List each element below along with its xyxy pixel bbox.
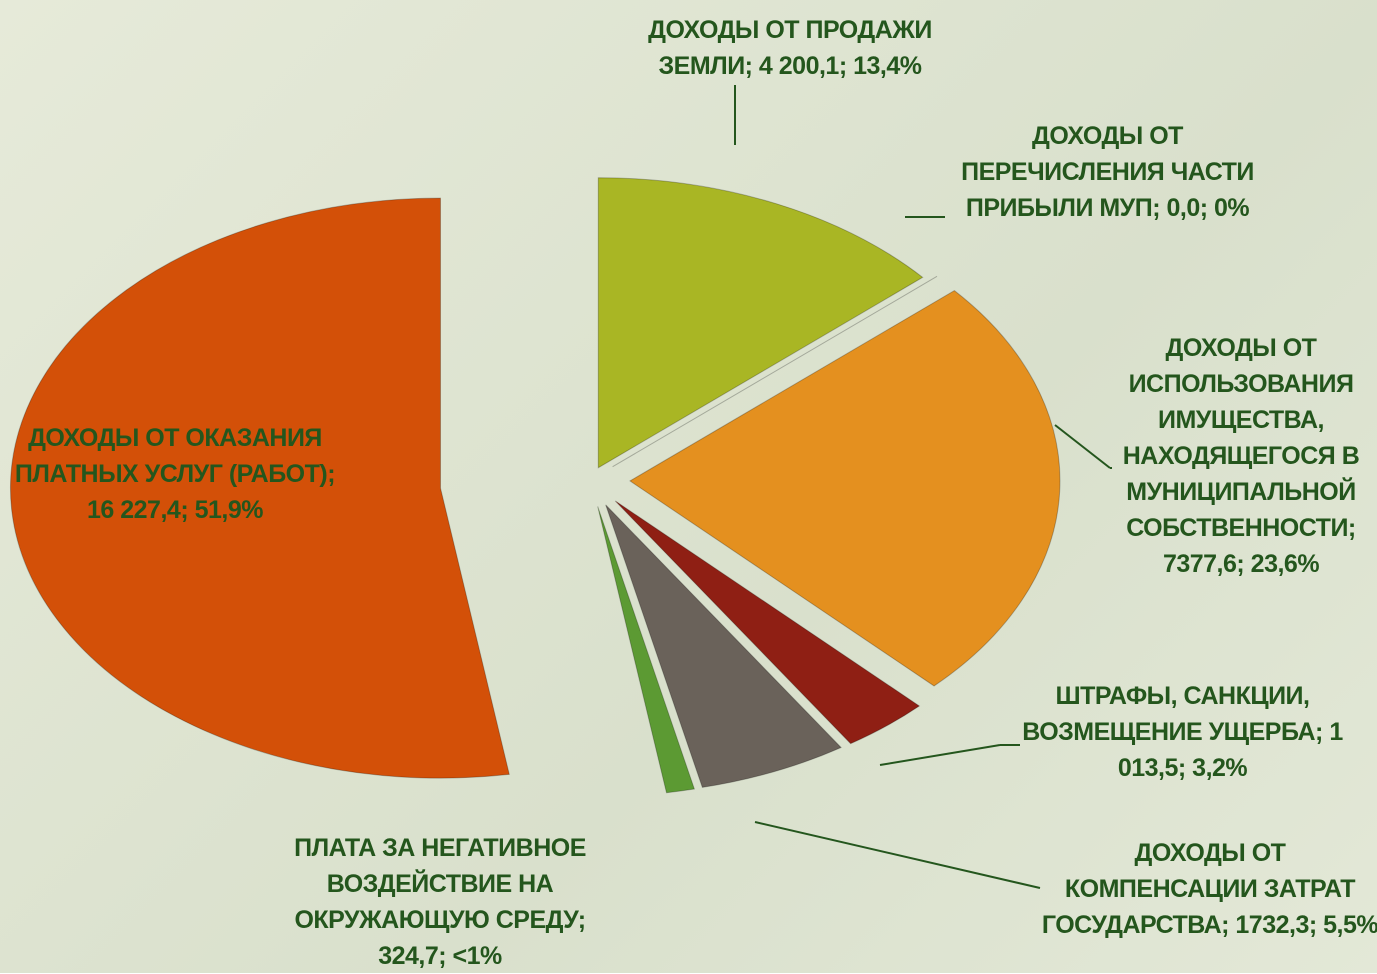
leader-line (754, 821, 1041, 889)
pie-slice (614, 500, 921, 745)
data-label: ДОХОДЫ ОТ КОМПЕНСАЦИИ ЗАТРАТ ГОСУДАРСТВА… (1041, 839, 1377, 939)
data-label: ШТРАФЫ, САНКЦИИ, ВОЗМЕЩЕНИЕ УЩЕРБА; 1 01… (1022, 682, 1343, 782)
pie-slice (612, 275, 938, 468)
data-label: ПЛАТА ЗА НЕГАТИВНОЕ ВОЗДЕЙСТВИЕ НА ОКРУЖ… (294, 834, 586, 970)
pie-slice (605, 504, 842, 788)
data-label: ДОХОДЫ ОТ ИСПОЛЬЗОВАНИЯ ИМУЩЕСТВА, НАХОД… (1122, 334, 1360, 578)
pie-slice (629, 289, 1061, 687)
data-label: ДОХОДЫ ОТ ОКАЗАНИЯ ПЛАТНЫХ УСЛУГ (РАБОТ)… (14, 424, 336, 524)
pie-slice (597, 177, 924, 469)
data-label: ДОХОДЫ ОТ ПРОДАЖИ ЗЕМЛИ; 4 200,1; 13,4% (648, 16, 932, 80)
pie-slice (597, 506, 696, 794)
leader-line (1054, 424, 1111, 469)
pie-slice (10, 197, 510, 779)
leader-line (879, 744, 1001, 766)
data-label: ДОХОДЫ ОТ ПЕРЕЧИСЛЕНИЯ ЧАСТИ ПРИБЫЛИ МУП… (961, 122, 1254, 222)
